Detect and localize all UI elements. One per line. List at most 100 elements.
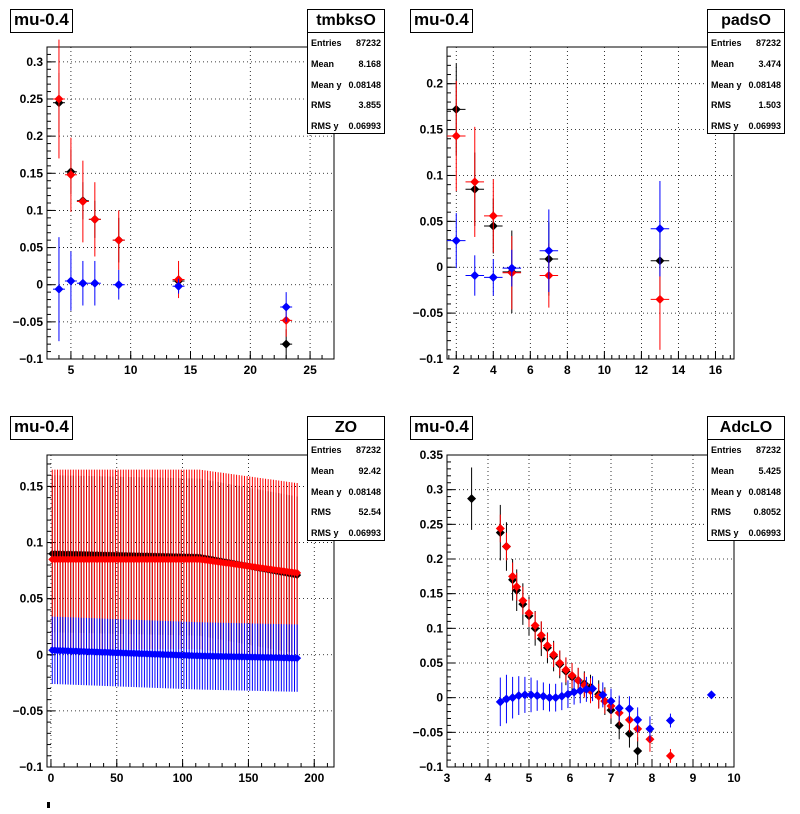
data-point xyxy=(282,303,291,312)
y-tick-label: 0.3 xyxy=(26,55,43,69)
x-tick-label: 2 xyxy=(453,363,460,377)
stats-row-mean: Mean 8.168 xyxy=(308,54,384,75)
y-tick-label: 0.1 xyxy=(426,168,443,182)
y-tick-label: 0.1 xyxy=(426,621,443,635)
plot-frame xyxy=(447,47,734,359)
series-red xyxy=(447,81,669,350)
stats-box: AdcLO Entries 87232 Mean 5.425 Mean y 0.081… xyxy=(707,416,785,541)
x-tick-label: 20 xyxy=(244,363,258,377)
data-point xyxy=(561,665,570,674)
data-point xyxy=(489,273,498,282)
data-point xyxy=(489,211,498,220)
stats-row-rms: RMS 1.503 xyxy=(708,95,784,116)
series-blue xyxy=(53,237,292,341)
stats-row-entries: Entries 87232 xyxy=(708,33,784,54)
stats-row-meany: Mean y 0.08148 xyxy=(708,482,784,503)
stats-row-rms: RMS 0.8052 xyxy=(708,502,784,523)
x-tick-label: 4 xyxy=(490,363,497,377)
data-point xyxy=(78,279,87,288)
x-tick-label: 12 xyxy=(635,363,649,377)
stats-row-meany: Mean y 0.08148 xyxy=(308,75,384,96)
y-tick-label: −0.1 xyxy=(419,760,443,774)
x-tick-label: 8 xyxy=(564,363,571,377)
grid: 2 4 6 8 10 12 14 16 −0.1 −0.05 0 0.05 0.1 0.15 0.2 xyxy=(413,47,734,377)
series-red xyxy=(53,40,292,337)
y-tick-label: 0 xyxy=(436,691,443,705)
data-point xyxy=(114,280,123,289)
stats-box: padsO Entries 87232 Mean 3.474 Mean y 0.081… xyxy=(707,9,785,134)
y-tick-label: 0.35 xyxy=(420,448,444,462)
x-tick-label: 8 xyxy=(649,771,656,785)
y-tick-label: 0.2 xyxy=(426,77,443,91)
y-tick-label: 0.3 xyxy=(426,483,443,497)
x-tick-label: 5 xyxy=(68,363,75,377)
x-tick-label: 9 xyxy=(690,771,697,785)
stats-row-meany: Mean y 0.08148 xyxy=(708,75,784,96)
x-tick-label: 15 xyxy=(184,363,198,377)
y-tick-label: 0.05 xyxy=(20,241,44,255)
x-tick-label: 6 xyxy=(567,771,574,785)
x-tick-label: 6 xyxy=(527,363,534,377)
data-point xyxy=(707,690,716,699)
plot-pad-AdcLO: mu-0.4 3 4 5 6 7 8 9 10 −0.1 −0.05 0 0.05 0.1 0.15 0.2… xyxy=(400,407,800,814)
stats-box: ZO Entries 87232 Mean 92.42 Mean y 0.08148 … xyxy=(307,416,385,541)
data-point xyxy=(615,704,624,713)
x-tick-label: 7 xyxy=(608,771,615,785)
stats-row-entries: Entries 87232 xyxy=(308,33,384,54)
data-point xyxy=(549,650,558,659)
data-point xyxy=(633,747,642,756)
data-point xyxy=(555,659,564,668)
stats-row-meany: Mean y 0.08148 xyxy=(308,482,384,503)
data-point xyxy=(114,236,123,245)
plot-pad-ZO: mu-0.4 0 50 100 150 200 −0.1 −0.05 0 0.05 0.1 0.15… xyxy=(0,407,400,814)
x-tick-label: 200 xyxy=(304,771,324,785)
y-tick-label: 0.25 xyxy=(420,517,444,531)
y-tick-label: 0 xyxy=(36,648,43,662)
series-blue xyxy=(447,181,669,296)
data-point xyxy=(633,715,642,724)
series-black xyxy=(467,467,642,764)
x-tick-label: 150 xyxy=(238,771,258,785)
data-point xyxy=(66,277,75,286)
data-point xyxy=(502,542,511,551)
stats-row-rmsy: RMS y 0.06993 xyxy=(708,116,784,137)
data-point xyxy=(452,236,461,245)
y-tick-label: −0.1 xyxy=(19,352,43,366)
x-tick-label: 10 xyxy=(727,771,741,785)
x-tick-label: 10 xyxy=(598,363,612,377)
stats-row-rmsy: RMS y 0.06993 xyxy=(308,523,384,544)
x-tick-label: 14 xyxy=(672,363,686,377)
y-tick-label: −0.1 xyxy=(19,760,43,774)
stats-row-entries: Entries 87232 xyxy=(708,440,784,461)
y-tick-label: −0.1 xyxy=(419,352,443,366)
stats-title: tmbksO xyxy=(308,10,384,33)
data-point xyxy=(90,279,99,288)
data-point xyxy=(174,282,183,291)
data-point xyxy=(282,340,291,349)
x-tick-label: 100 xyxy=(173,771,193,785)
stats-box: tmbksO Entries 87232 Mean 8.168 Mean y 0.08… xyxy=(307,9,385,134)
y-tick-label: 0 xyxy=(436,260,443,274)
stats-row-entries: Entries 87232 xyxy=(308,440,384,461)
data-point xyxy=(655,224,664,233)
stats-row-rmsy: RMS y 0.06993 xyxy=(708,523,784,544)
y-tick-label: 0.2 xyxy=(26,129,43,143)
x-tick-label: 16 xyxy=(709,363,723,377)
series-black xyxy=(53,73,292,359)
y-tick-label: −0.05 xyxy=(13,315,44,329)
page-mark xyxy=(47,802,50,808)
data-point xyxy=(78,197,87,206)
plot-pad-tmbksO: mu-0.4 5 10 15 20 25 −0.1 −0.05 0 0.05 0.1 0.15 0.2… xyxy=(0,0,400,407)
data-point xyxy=(90,215,99,224)
data-point xyxy=(655,295,664,304)
plot-frame xyxy=(447,455,734,767)
x-tick-label: 3 xyxy=(444,771,451,785)
y-tick-label: 0.05 xyxy=(420,214,444,228)
data-point xyxy=(452,132,461,141)
data-point xyxy=(54,285,63,294)
y-tick-label: 0.1 xyxy=(26,536,43,550)
stats-row-rmsy: RMS y 0.06993 xyxy=(308,116,384,137)
x-tick-label: 25 xyxy=(303,363,317,377)
plot-frame xyxy=(47,455,334,767)
x-tick-label: 10 xyxy=(124,363,138,377)
